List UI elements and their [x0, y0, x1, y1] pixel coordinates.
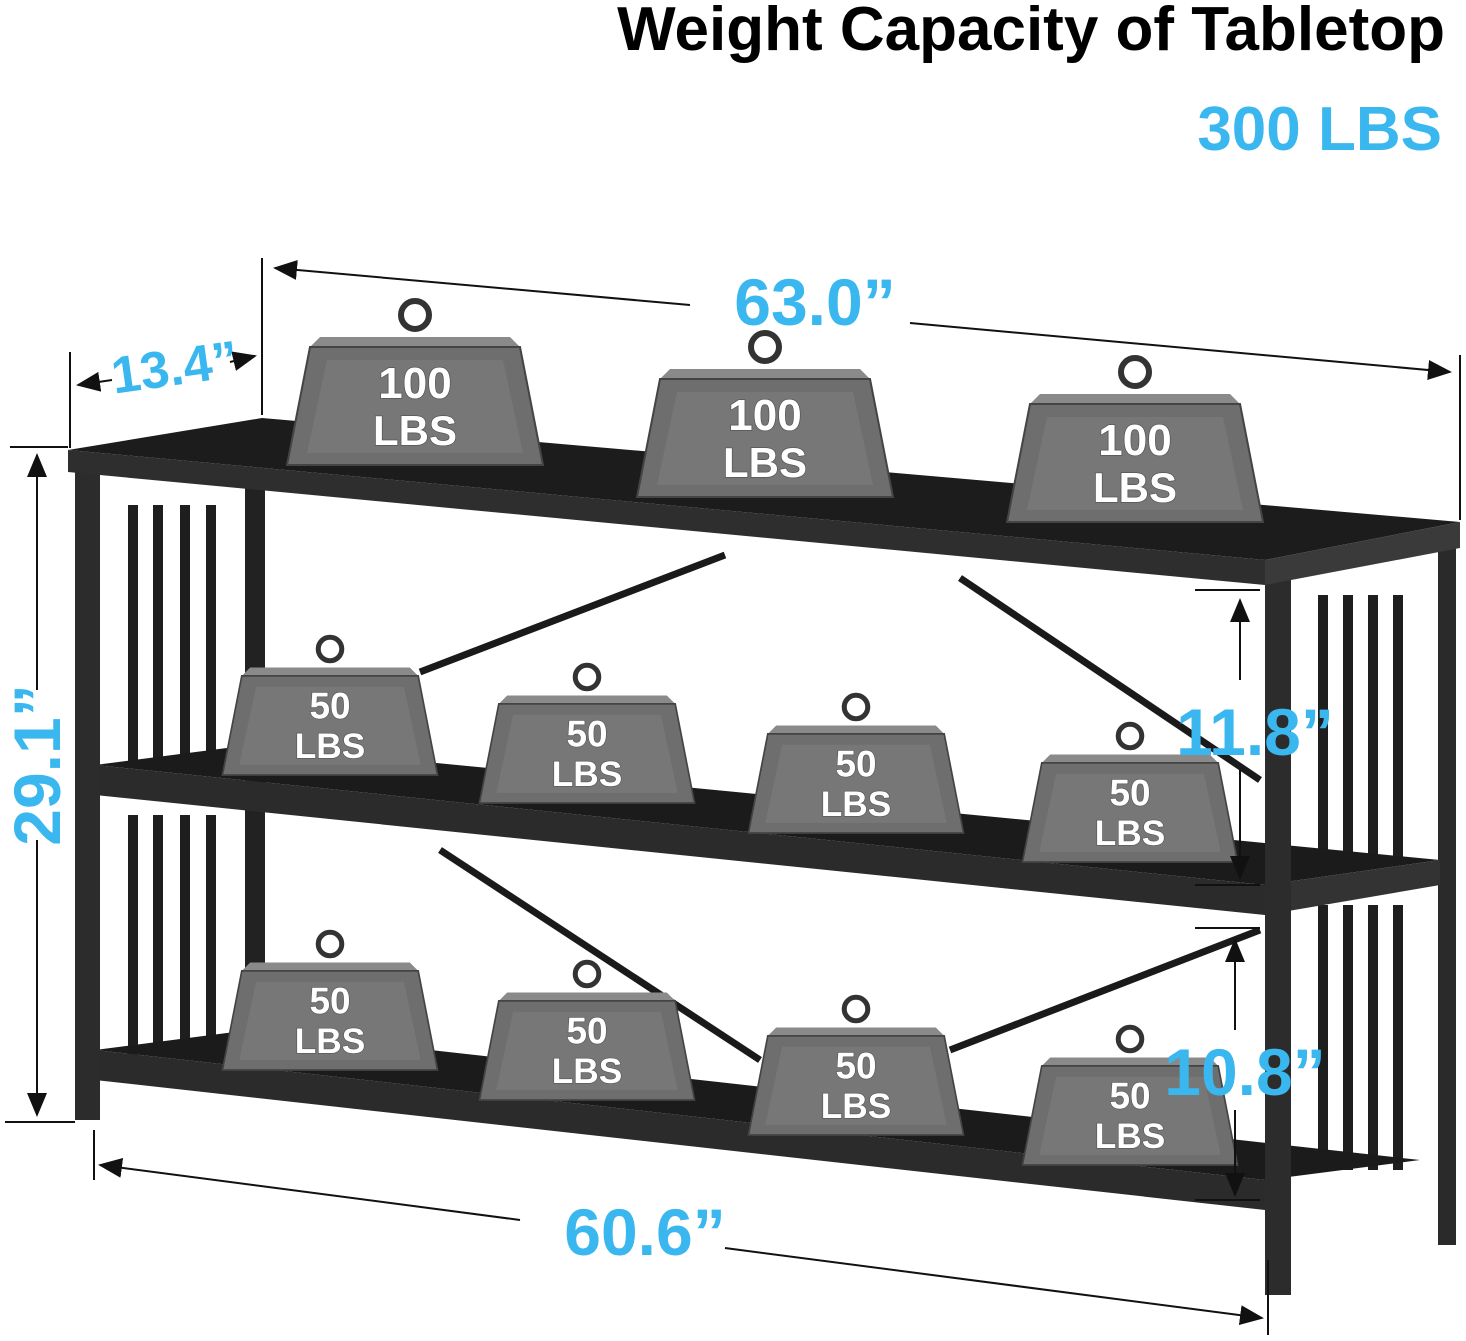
- weight-top: [241, 667, 419, 676]
- lower-gap: 10.8”: [1164, 1035, 1325, 1109]
- weight-number: 50: [835, 1046, 876, 1087]
- weight-ring: [1115, 1024, 1145, 1054]
- weight-number: 50: [1109, 773, 1150, 814]
- weight-ring: [1115, 721, 1145, 751]
- weight-unit: LBS: [295, 1022, 366, 1061]
- weight-unit: LBS: [295, 727, 366, 766]
- upper-gap: 11.8”: [1176, 695, 1334, 769]
- weight-ring: [398, 298, 432, 332]
- weight-face: [239, 686, 421, 765]
- height: 29.1”: [0, 684, 74, 845]
- weight-top: [1041, 754, 1219, 763]
- weight-top: [660, 369, 870, 379]
- weight-ring: [1118, 355, 1152, 389]
- weight-number: 50: [309, 981, 350, 1022]
- weight-face: [496, 714, 678, 793]
- title: Weight Capacity of Tabletop: [617, 0, 1445, 64]
- weight-unit: LBS: [373, 407, 457, 454]
- weight-ring: [315, 929, 345, 959]
- capacity: 300 LBS: [1197, 95, 1442, 164]
- weight-number: 50: [309, 686, 350, 727]
- weight-unit: LBS: [723, 439, 807, 486]
- weight-top: [498, 992, 676, 1001]
- dimension-lines: [5, 258, 1461, 1335]
- weight-unit: LBS: [552, 1052, 623, 1091]
- weight-number: 100: [378, 359, 451, 408]
- weight-face: [765, 1046, 947, 1125]
- weight-face: [1039, 1076, 1221, 1155]
- weight-ring: [572, 959, 602, 989]
- weight-ring: [841, 692, 871, 722]
- weight-face: [1027, 417, 1243, 510]
- weight-ring: [841, 994, 871, 1024]
- length-bottom: 60.6”: [564, 1195, 725, 1269]
- weight-top: [241, 962, 419, 971]
- length-top: 63.0”: [734, 265, 895, 339]
- weight-face: [657, 392, 873, 485]
- weight-number: 100: [728, 391, 801, 440]
- weight-face: [307, 360, 523, 453]
- weight-top: [498, 695, 676, 704]
- weight-number: 100: [1098, 416, 1171, 465]
- console-table: [68, 418, 1460, 1295]
- weight-unit: LBS: [821, 1087, 892, 1126]
- weight-ring: [748, 330, 782, 364]
- weight-number: 50: [835, 744, 876, 785]
- weight-ring: [572, 662, 602, 692]
- weight-unit: LBS: [1093, 464, 1177, 511]
- weight-top: [310, 337, 520, 347]
- weight-number: 50: [566, 714, 607, 755]
- weight-unit: LBS: [552, 755, 623, 794]
- depth: 13.4”: [108, 330, 242, 405]
- weight-top: [767, 725, 945, 734]
- weight-top: [1030, 394, 1240, 404]
- weight-face: [1039, 773, 1221, 852]
- weight-unit: LBS: [1095, 814, 1166, 853]
- weight-number: 50: [1109, 1076, 1150, 1117]
- weight-top: [1041, 1057, 1219, 1066]
- weight-unit: LBS: [1095, 1117, 1166, 1156]
- weight-number: 50: [566, 1011, 607, 1052]
- weight-face: [765, 744, 947, 823]
- weight-top: [767, 1027, 945, 1036]
- weight-face: [496, 1011, 678, 1090]
- weight-ring: [315, 634, 345, 664]
- weight-face: [239, 981, 421, 1060]
- weight-unit: LBS: [821, 785, 892, 824]
